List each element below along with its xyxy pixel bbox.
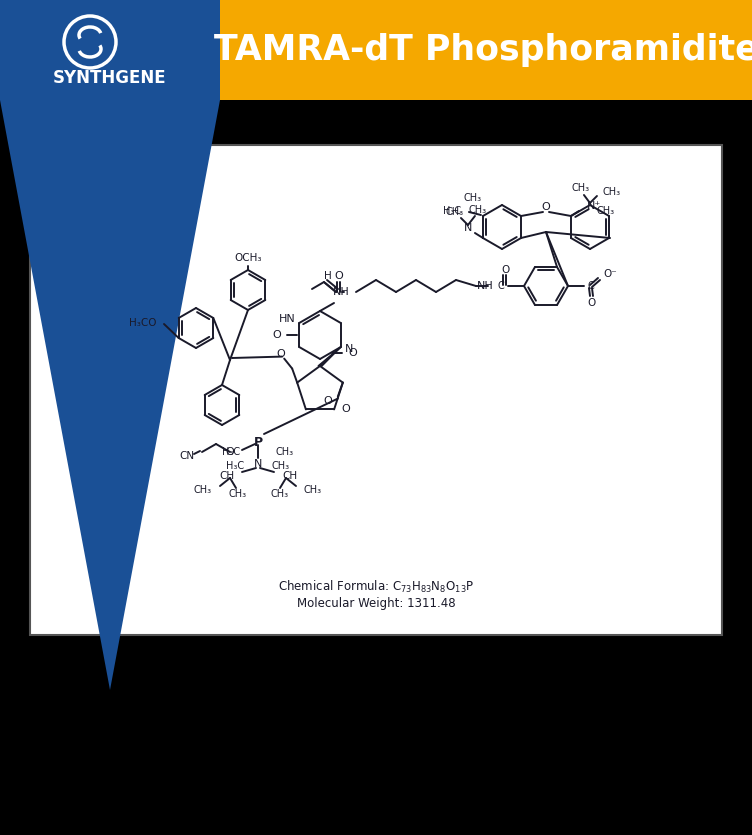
Text: C: C [588,281,595,291]
Text: OCH₃: OCH₃ [235,253,262,263]
Text: N: N [254,459,262,469]
Text: O: O [335,271,344,281]
Text: O: O [541,202,550,212]
Text: O: O [348,348,357,358]
Text: CH₃: CH₃ [464,193,482,203]
Text: O: O [587,298,595,308]
Text: C: C [497,281,504,291]
Text: CH: CH [282,471,297,481]
Text: CH₃: CH₃ [229,489,247,499]
Text: H₃C: H₃C [222,447,240,457]
Bar [220,0,752,100]
Text: CH₃: CH₃ [272,461,290,471]
Text: CH₃: CH₃ [194,485,212,495]
Bar [30,145,722,635]
Text: Molecular Weight: 1311.48: Molecular Weight: 1311.48 [297,596,455,610]
Text: CH₃: CH₃ [572,183,590,193]
Text: O⁻: O⁻ [603,269,617,279]
Text: CH₃: CH₃ [271,489,289,499]
Text: O: O [277,348,286,358]
Polygon shape [318,347,341,366]
Text: HN: HN [278,314,296,324]
Text: P: P [253,436,262,448]
Text: CH₃: CH₃ [603,187,621,197]
Polygon shape [0,100,220,690]
Text: N⁺: N⁺ [587,201,601,211]
Text: CH₃: CH₃ [446,207,464,217]
Text: CN: CN [179,451,194,461]
Text: H₃C: H₃C [443,206,461,216]
Text: SYNTHGENE: SYNTHGENE [53,69,167,87]
Text: CH₃: CH₃ [469,205,487,215]
Text: O: O [226,447,234,457]
Text: H₃CO: H₃CO [129,318,156,328]
Text: O: O [341,404,350,414]
Text: TAMRA-dT Phosphoramidite: TAMRA-dT Phosphoramidite [214,33,752,67]
Text: O: O [323,396,332,406]
Text: N: N [464,223,472,233]
Text: CH₃: CH₃ [597,206,615,216]
Text: N: N [344,344,353,354]
Bar [0,0,220,100]
Text: CH₃: CH₃ [276,447,294,457]
Text: H: H [324,271,332,281]
Text: CH: CH [219,471,234,481]
Text: O: O [272,330,281,340]
Text: H₃C: H₃C [226,461,244,471]
Text: NH: NH [333,287,350,297]
Text: Chemical Formula: C$_{73}$H$_{83}$N$_{8}$O$_{13}$P: Chemical Formula: C$_{73}$H$_{83}$N$_{8}… [277,579,475,595]
Text: O: O [501,265,509,275]
Text: CH₃: CH₃ [304,485,322,495]
Text: NH: NH [478,281,494,291]
